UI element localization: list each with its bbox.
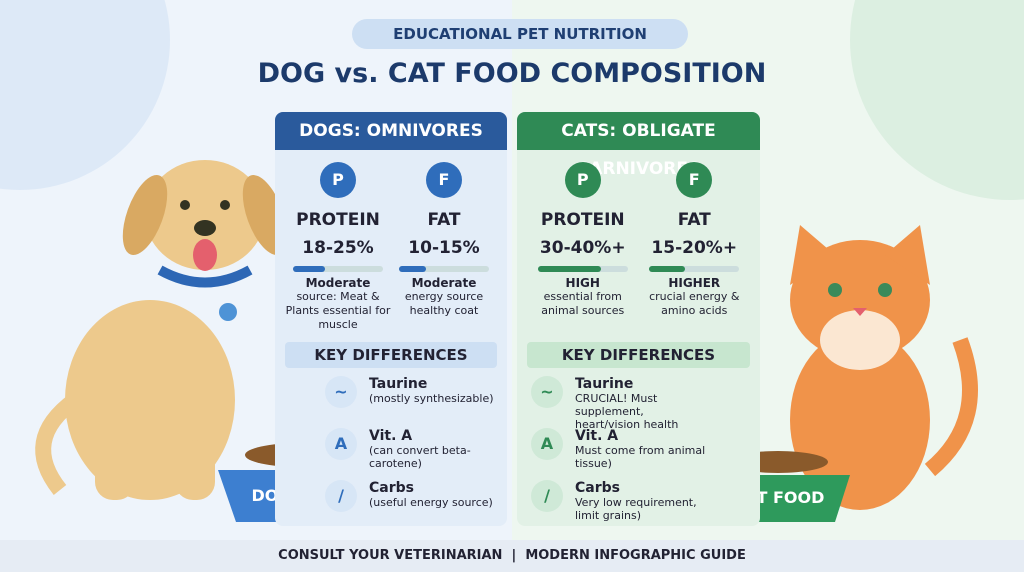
difference: / Carbs (useful energy source) <box>325 480 505 512</box>
level-fill <box>537 266 601 272</box>
nutrient-icon: F <box>426 162 462 198</box>
difference-name: Carbs <box>369 480 414 496</box>
nutrient: P PROTEIN 18-25% Moderate source: Meat & Pla… <box>285 162 391 332</box>
blob <box>850 0 1024 200</box>
footer: CONSULT YOUR VETERINARIAN | MODERN INFOG… <box>0 540 1024 572</box>
level-fill <box>293 266 325 272</box>
nutrient-icon: F <box>676 162 713 198</box>
level-bar <box>537 266 628 272</box>
difference-icon: / <box>531 480 563 512</box>
difference: ~ Taurine (mostly synthesizable) <box>325 376 505 408</box>
nutrient-label: PROTEIN <box>540 210 625 230</box>
nutrient-range: 10-15% <box>408 238 480 258</box>
separator: | <box>506 548 521 563</box>
nutrient: F FAT 15-20%+ HIGHER crucial energy & amino … <box>639 162 751 318</box>
difference-note: Very low requirement, limit grains) <box>575 496 697 522</box>
nutrient-icon: P <box>320 162 356 198</box>
difference: A Vit. A Must come from animal tissue) <box>531 428 711 470</box>
nutrient-level: HIGH <box>565 276 600 290</box>
difference-note: (useful energy source) <box>369 496 493 509</box>
difference-name: Vit. A <box>369 428 413 444</box>
difference-icon: A <box>325 428 357 460</box>
level-fill <box>649 266 686 272</box>
title: DOG vs. CAT FOOD COMPOSITION <box>257 58 767 89</box>
tag: EDUCATIONAL PET NUTRITION <box>352 19 688 49</box>
blob <box>0 0 170 190</box>
nutrient-note: essential from animal sources <box>541 290 625 317</box>
panel: DOGS: OMNIVORES P PROTEIN 18-25% Moderate sou… <box>275 112 507 526</box>
difference-name: Taurine <box>369 376 428 392</box>
nutrient-range: 18-25% <box>302 238 374 258</box>
nutrient-label: FAT <box>427 210 461 230</box>
nutrient-note: crucial energy & amino acids <box>649 290 740 317</box>
difference-name: Vit. A <box>575 428 619 444</box>
nutrient: F FAT 10-15% Moderate energy source healthy … <box>391 162 497 318</box>
panel-heading: CATS: OBLIGATE CARNIVORES <box>517 112 760 179</box>
nutrient-level: Moderate <box>305 276 371 290</box>
nutrient-label: PROTEIN <box>296 210 380 230</box>
level-bar <box>293 266 383 272</box>
difference: / Carbs Very low requirement, limit grains… <box>531 480 711 522</box>
difference-note: (can convert beta-carotene) <box>369 444 471 470</box>
difference-name: Carbs <box>575 480 620 496</box>
panel: CATS: OBLIGATE CARNIVORES P PROTEIN 30-40%+… <box>517 112 760 526</box>
footer-item: CONSULT YOUR VETERINARIAN <box>278 548 503 563</box>
nutrient: P PROTEIN 30-40%+ HIGH essential from animal… <box>527 162 639 318</box>
difference-note: (mostly synthesizable) <box>369 392 494 405</box>
difference-icon: ~ <box>325 376 357 408</box>
footer-item: MODERN INFOGRAPHIC GUIDE <box>525 548 746 563</box>
nutrient-level: Moderate <box>411 276 477 290</box>
nutrient-label: FAT <box>677 210 711 230</box>
level-fill <box>399 266 426 272</box>
difference-icon: / <box>325 480 357 512</box>
nutrient-range: 15-20%+ <box>651 238 738 258</box>
differences-heading: KEY DIFFERENCES <box>285 342 497 368</box>
difference-icon: A <box>531 428 563 460</box>
level-bar <box>649 266 740 272</box>
nutrient-icon: P <box>564 162 601 198</box>
differences-heading: KEY DIFFERENCES <box>527 342 750 368</box>
nutrient-level: HIGHER <box>668 276 721 290</box>
level-bar <box>399 266 489 272</box>
panel-heading: DOGS: OMNIVORES <box>275 112 507 150</box>
difference: A Vit. A (can convert beta-carotene) <box>325 428 505 470</box>
difference-name: Taurine <box>575 376 634 392</box>
difference-note: Must come from animal tissue) <box>575 444 706 470</box>
difference-note: CRUCIAL! Must supplement, heart/vision h… <box>575 392 679 431</box>
nutrient-note: source: Meat & Plants essential for musc… <box>285 290 391 331</box>
nutrient-range: 30-40%+ <box>539 238 626 258</box>
difference-icon: ~ <box>531 376 563 408</box>
nutrient-note: energy source healthy coat <box>404 290 484 317</box>
difference: ~ Taurine CRUCIAL! Must supplement, heart/… <box>531 376 711 431</box>
dog <box>35 160 288 500</box>
